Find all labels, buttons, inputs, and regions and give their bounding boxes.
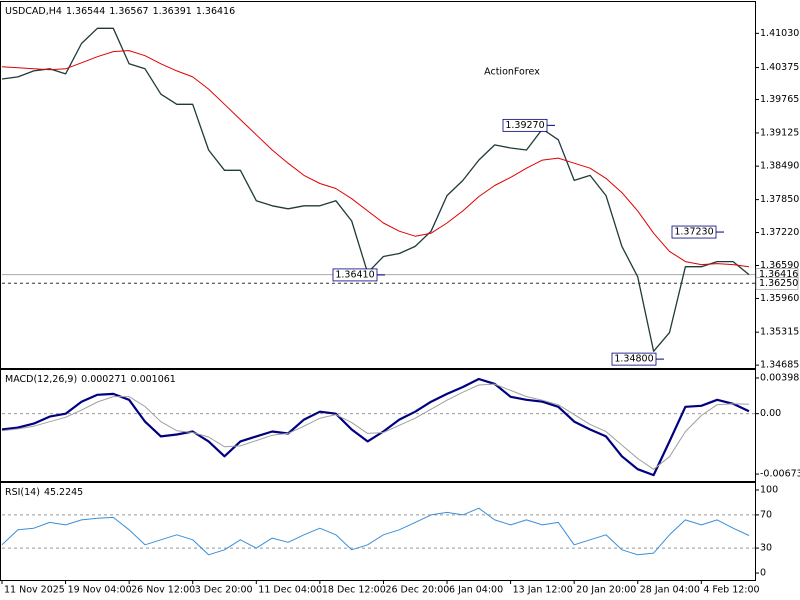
x-tick-label: 11 Dec 04:00 — [258, 585, 322, 596]
y-tick-label: 70 — [760, 509, 772, 520]
x-tick-label: 26 Dec 20:00 — [385, 585, 449, 596]
annotation-box — [502, 118, 548, 132]
title-value: 1.36567 — [109, 6, 148, 17]
y-tick-label: 1.35960 — [760, 293, 799, 304]
y-tick-label: 1.37850 — [760, 194, 799, 205]
x-tick-label: 26 Nov 12:00 — [131, 585, 195, 596]
price-line-box — [755, 276, 799, 290]
y-tick-label: 0.00 — [760, 408, 781, 419]
x-tick-label: 18 Dec 12:00 — [322, 585, 386, 596]
annotation-label: 1.34800 — [614, 354, 653, 365]
panel-title: MACD(12,26,9) 0.000271 0.001061 — [5, 374, 176, 385]
series-line — [1, 50, 750, 268]
panel-title: USDCAD,H4 1.36544 1.36567 1.36391 1.36416 — [5, 6, 235, 17]
title-text: RSI(14) — [5, 487, 40, 498]
y-tick-label: 1.37220 — [760, 227, 799, 238]
panel-frame — [0, 369, 756, 482]
annotation-label: 1.37230 — [674, 227, 713, 238]
x-tick-label: 4 Feb 12:00 — [703, 585, 759, 596]
y-tick-label: 1.35315 — [760, 327, 799, 338]
annotation-box — [332, 268, 378, 282]
x-tick-label: 3 Dec 20:00 — [195, 585, 253, 596]
y-tick-label: 1.34685 — [760, 360, 799, 371]
y-tick-label: 100 — [760, 484, 778, 495]
watermark: ActionForex — [484, 67, 540, 78]
y-tick-label: 0.003982 — [760, 372, 800, 383]
title-value: 1.36416 — [196, 6, 235, 17]
y-tick-label: 1.41030 — [760, 28, 799, 39]
y-tick-label: 30 — [760, 543, 772, 554]
title-value: 1.36391 — [153, 6, 192, 17]
annotation-label: 1.39270 — [505, 120, 544, 131]
annotation-box — [611, 352, 657, 366]
series-line — [1, 507, 750, 556]
x-tick-label: 28 Jan 04:00 — [640, 585, 700, 596]
y-tick-label: 1.36590 — [760, 260, 799, 271]
y-tick-label: 1.39125 — [760, 127, 799, 138]
panel-frame — [0, 1, 756, 369]
x-tick-label: 13 Jan 12:00 — [513, 585, 573, 596]
title-text: MACD(12,26,9) — [5, 374, 77, 385]
title-value: 1.36544 — [66, 6, 105, 17]
y-tick-label: 1.38490 — [760, 161, 799, 172]
series-line — [1, 377, 750, 477]
series-line — [1, 383, 750, 470]
title-value: 0.001061 — [131, 374, 176, 385]
y-tick-label: -0.006737 — [760, 469, 800, 480]
series-line — [1, 27, 750, 352]
annotation-box — [671, 225, 717, 239]
y-tick-label: 1.40375 — [760, 62, 799, 73]
y-tick-label: 0 — [760, 568, 766, 579]
panel-title: RSI(14) 45.2245 — [5, 487, 83, 498]
title-value: 45.2245 — [44, 487, 83, 498]
panel-frame — [0, 482, 756, 581]
x-tick-label: 19 Nov 04:00 — [68, 585, 132, 596]
price-line-label: 1.36250 — [759, 278, 798, 289]
title-value: 0.000271 — [81, 374, 126, 385]
annotation-label: 1.36410 — [335, 269, 374, 280]
x-tick-label: 11 Nov 2025 — [4, 585, 65, 596]
y-tick-label: 1.39765 — [760, 94, 799, 105]
x-tick-label: 6 Jan 04:00 — [449, 585, 503, 596]
title-text: USDCAD,H4 — [5, 6, 62, 17]
price-line-label: 1.36416 — [759, 269, 798, 280]
x-tick-label: 20 Jan 20:00 — [576, 585, 636, 596]
